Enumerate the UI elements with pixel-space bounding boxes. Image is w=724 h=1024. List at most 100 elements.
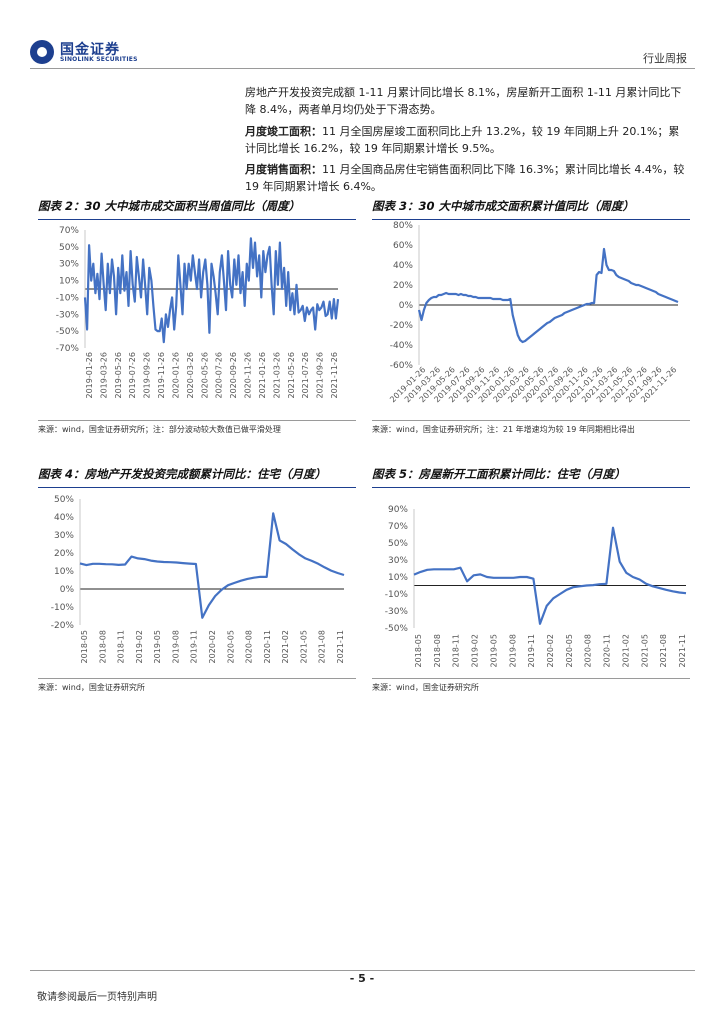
- footer-disclaimer: 敬请参阅最后一页特别声明: [37, 992, 157, 1003]
- y-tick-label: -20%: [390, 321, 414, 331]
- y-tick-label: -30%: [385, 607, 409, 617]
- paragraph-sales: 月度销售面积：11 月全国商品房住宅销售面积同比下降 16.3%；累计同比增长 …: [245, 161, 690, 195]
- x-tick-label: 2019-11: [190, 630, 199, 663]
- figure-4-title: 图表 4：房地产开发投资完成额累计同比：住宅（月度）: [38, 466, 356, 488]
- x-tick-label: 2021-05: [640, 634, 649, 667]
- figure-3-source: 来源：wind，国金证券研究所；注：21 年增速均为较 19 年同期相比得出: [372, 420, 690, 435]
- y-tick-label: -50%: [385, 624, 409, 634]
- y-tick-label: 40%: [54, 513, 74, 523]
- y-tick-label: 70%: [388, 522, 408, 532]
- y-tick-label: -10%: [56, 293, 80, 303]
- x-tick-label: 2019-05: [153, 630, 162, 663]
- series-line: [83, 237, 340, 344]
- figure-5-chart: 90% 70% 50% 30% 10% -10% -30% -50% 2018-05 2018-0…: [385, 505, 687, 667]
- x-tick-label: 2019-11-26: [157, 352, 166, 399]
- y-tick-label: -10%: [51, 603, 75, 613]
- y-tick-label: 50%: [59, 243, 79, 253]
- x-tick-label: 2021-02: [621, 634, 630, 667]
- figure-4-source: 来源：wind，国金证券研究所: [38, 678, 356, 693]
- x-tick-label: 2018-05: [80, 630, 89, 663]
- x-tick-label: 2019-08: [171, 630, 180, 663]
- paragraph-sales-text: 11 月全国商品房住宅销售面积同比下降 16.3%；累计同比增长 4.4%，较 …: [245, 163, 685, 193]
- x-tick-label: 2019-01-26: [85, 352, 94, 399]
- x-tick-label: 2021-02: [281, 630, 290, 663]
- y-tick-label: -50%: [56, 327, 80, 337]
- y-tick-label: -70%: [56, 344, 80, 354]
- y-tick-label: 30%: [388, 556, 408, 566]
- page-number: - 5 -: [349, 972, 375, 985]
- x-tick-label: 2020-05: [565, 634, 574, 667]
- logo-icon: [30, 40, 54, 64]
- x-tick-label: 2018-05: [414, 634, 423, 667]
- y-tick-label: 10%: [59, 277, 79, 287]
- footer-divider: [30, 970, 695, 971]
- x-tick-label: 2021-05-26: [287, 352, 296, 399]
- figure-2-title: 图表 2：30 大中城市成交面积当周值同比（周度）: [38, 198, 356, 220]
- x-tick-label: 2020-02: [208, 630, 217, 663]
- y-tick-label: 0%: [60, 585, 75, 595]
- y-tick-label: 10%: [388, 573, 408, 583]
- series-line: [413, 526, 687, 625]
- y-tick-label: 30%: [54, 531, 74, 541]
- figure-3-chart: 80%60%40%20%0%-20%-40%-60%2019-01-262019…: [388, 221, 678, 404]
- paragraph-sales-label: 月度销售面积：: [245, 163, 322, 176]
- page-header: 国金证券 SINOLINK SECURITIES 行业周报: [30, 36, 695, 69]
- x-tick-label: 2021-09-26: [316, 352, 325, 399]
- figure-4-chart: 50% 40% 30% 20% 10% 0% -10% -20% 2018-05 2018-08 2…: [51, 495, 345, 663]
- x-tick-label: 2018-08: [98, 630, 107, 663]
- x-tick-label: 2021-08: [318, 630, 327, 663]
- y-tick-label: 20%: [54, 549, 74, 559]
- y-tick-label: 30%: [59, 260, 79, 270]
- x-tick-label: 2020-09-26: [229, 352, 238, 399]
- x-tick-label: 2021-08: [659, 634, 668, 667]
- logo-text-en: SINOLINK SECURITIES: [60, 56, 138, 63]
- figure-3-title: 图表 3：30 大中城市成交面积累计值同比（周度）: [372, 198, 690, 220]
- x-tick-label: 2021-11-26: [330, 352, 339, 399]
- y-tick-label: 10%: [54, 567, 74, 577]
- x-tick-label: 2020-02: [546, 634, 555, 667]
- y-tick-label: 70%: [59, 226, 79, 236]
- figure-5-source: 来源：wind，国金证券研究所: [372, 678, 690, 693]
- company-logo: 国金证券 SINOLINK SECURITIES: [30, 38, 150, 66]
- paragraph-completion: 月度竣工面积：11 月全国房屋竣工面积同比上升 13.2%，较 19 年同期上升…: [245, 123, 690, 157]
- y-tick-label: -30%: [56, 310, 80, 320]
- y-tick-label: 60%: [393, 241, 413, 251]
- y-tick-label: 0%: [399, 301, 414, 311]
- x-tick-label: 2018-11: [452, 634, 461, 667]
- x-tick-label: 2021-05: [299, 630, 308, 663]
- paragraph-completion-text: 11 月全国房屋竣工面积同比上升 13.2%，较 19 年同期上升 20.1%；…: [245, 125, 680, 155]
- y-tick-label: -10%: [385, 590, 409, 600]
- x-tick-label: 2019-07-26: [128, 352, 137, 399]
- x-tick-label: 2019-11: [527, 634, 536, 667]
- document-type: 行业周报: [643, 52, 687, 65]
- x-tick-label: 2019-09-26: [143, 352, 152, 399]
- y-tick-label: 50%: [54, 495, 74, 505]
- y-tick-label: 40%: [393, 261, 413, 271]
- figure-2-chart: 70% 50% 30% 10% -10% -30% -50% -70% 2019-01-26 20…: [56, 226, 340, 399]
- x-tick-label: 2020-11: [263, 630, 272, 663]
- y-tick-label: 20%: [393, 281, 413, 291]
- x-tick-label: 2019-02: [135, 630, 144, 663]
- x-tick-label: 2019-05-26: [114, 352, 123, 399]
- x-tick-label: 2019-02: [471, 634, 480, 667]
- x-tick-label: 2019-08: [508, 634, 517, 667]
- y-tick-label: 50%: [388, 539, 408, 549]
- x-tick-label: 2020-01-26: [171, 352, 180, 399]
- x-tick-label: 2021-11: [678, 634, 687, 667]
- x-tick-label: 2020-07-26: [215, 352, 224, 399]
- y-tick-label: -20%: [51, 621, 75, 631]
- x-tick-label: 2020-05-26: [200, 352, 209, 399]
- x-tick-label: 2020-05: [226, 630, 235, 663]
- x-tick-label: 2018-08: [433, 634, 442, 667]
- series-line: [79, 512, 345, 619]
- figure-2-source: 来源：wind，国金证券研究所；注：部分波动较大数值已做平滑处理: [38, 420, 356, 435]
- x-tick-label: 2021-03-26: [272, 352, 281, 399]
- x-tick-label: 2019-05: [489, 634, 498, 667]
- logo-text-cn: 国金证券: [60, 42, 120, 58]
- x-tick-label: 2019-03-26: [99, 352, 108, 399]
- x-tick-label: 2021-11: [336, 630, 345, 663]
- figure-5-title: 图表 5：房屋新开工面积累计同比：住宅（月度）: [372, 466, 690, 488]
- x-tick-label: 2020-03-26: [186, 352, 195, 399]
- x-tick-label: 2020-11: [603, 634, 612, 667]
- paragraph-completion-label: 月度竣工面积：: [245, 125, 322, 138]
